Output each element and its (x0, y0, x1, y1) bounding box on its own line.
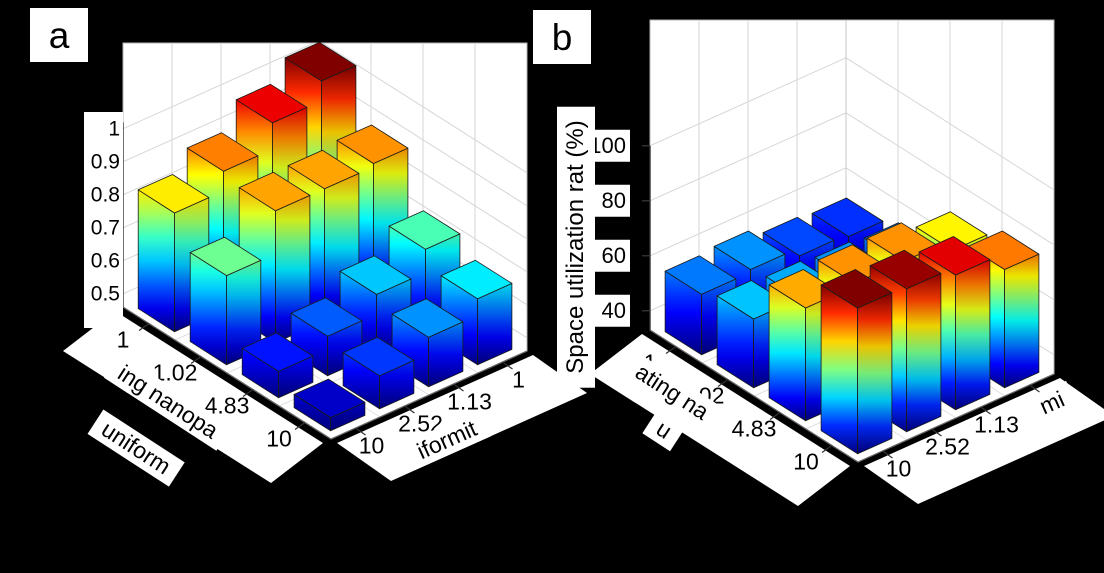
chart-a-z-tick-label-5: 0.5 (90, 282, 120, 306)
chart-a-z-tick-label-4: 0.6 (90, 249, 120, 273)
chart-a-right-axis-tick-label-3: 1 (512, 366, 525, 393)
chart-b-z-tick-label-3: 40 (601, 297, 626, 323)
chart-b-right-axis-tick-label-0: 10 (885, 455, 912, 482)
panel-label-b: b (533, 10, 591, 64)
chart-a-left-axis-tick-label-3: 10 (266, 424, 292, 451)
bar-a-r2-c0 (241, 332, 314, 399)
chart-b-z-tick-label-1: 80 (601, 187, 626, 213)
chart-a-right-axis-tick-label-2: 1.13 (447, 388, 492, 415)
chart-a-z-tick-label-1: 0.9 (90, 150, 120, 174)
bar-a-r3-c0 (293, 378, 366, 432)
chart-b-right-axis-tick-label-1: 2.52 (925, 433, 970, 460)
bar-a-r1-c0 (189, 236, 262, 366)
chart-a-right-axis-tick-label-0: 10 (358, 432, 385, 459)
chart-a-z-tick-label-3: 0.7 (90, 216, 120, 240)
chart-b-left-axis-tick-label-2: 4.83 (731, 414, 777, 441)
bar-a-r3-c1 (342, 336, 415, 410)
chart-a (63, 42, 587, 483)
chart-b-z-tick-label-2: 60 (601, 242, 626, 268)
chart-a-z-tick-label-2: 0.8 (90, 183, 120, 207)
chart-a-z-tick-label-0: 1 (108, 117, 120, 141)
chart-b-z-axis-title: Space utilization rat (%) (557, 106, 595, 388)
bar-a-r3-c2 (391, 298, 464, 388)
chart-b (578, 19, 1104, 506)
bar-b-r3-c0 (820, 269, 893, 455)
panel-label-a: a (30, 8, 88, 62)
chart-b-z-tick-label-0: 100 (589, 132, 626, 158)
chart-a-left-axis-tick-label-0: 1 (116, 325, 130, 352)
chart-b-left-axis-tick-label-3: 10 (793, 447, 819, 474)
chart-b-right-axis-tick-label-2: 1.13 (974, 411, 1019, 438)
